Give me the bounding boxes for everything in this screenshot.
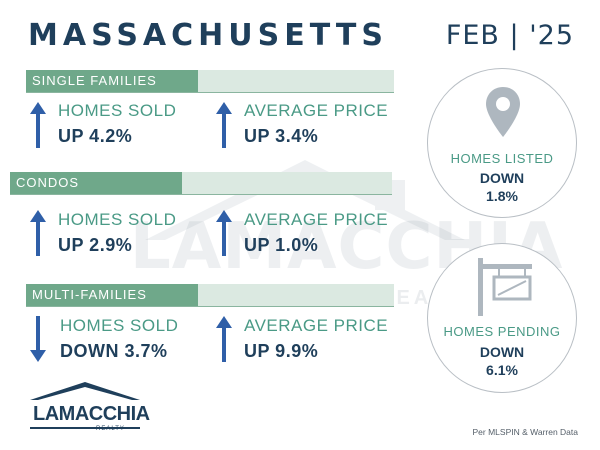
logo-sub: REALTY	[96, 426, 125, 432]
data-source-note: Per MLSPIN & Warren Data	[472, 427, 579, 437]
condo-homes-sold-label: HOMES SOLD	[58, 210, 177, 229]
single-avg-price-value: UP 3.4%	[244, 126, 319, 146]
homes-pending-pct: 6.1%	[486, 362, 518, 378]
condo-avg-price-label: AVERAGE PRICE	[244, 210, 389, 229]
arrow-up-icon	[216, 316, 232, 362]
homes-listed-pct: 1.8%	[486, 188, 518, 204]
multi-homes-sold-label: HOMES SOLD	[60, 316, 179, 335]
homes-listed-circle: HOMES LISTED DOWN 1.8%	[427, 68, 577, 218]
single-homes-sold-label: HOMES SOLD	[58, 101, 177, 120]
section-header-single-families: SINGLE FAMILIES	[26, 70, 198, 92]
section-header-multi-families: MULTI-FAMILIES	[26, 284, 198, 306]
report-date: FEB | '25	[445, 20, 574, 51]
section-header-accent	[182, 172, 392, 194]
map-pin-icon	[486, 87, 520, 137]
multi-avg-price-label: AVERAGE PRICE	[244, 316, 389, 335]
page-title: MASSACHUSETTS	[28, 18, 388, 53]
homes-listed-direction: DOWN	[479, 170, 525, 186]
multi-homes-sold-value: DOWN 3.7%	[60, 341, 168, 361]
logo-text: LAMACCHIA	[33, 403, 150, 425]
section-divider	[10, 194, 392, 195]
arrow-down-icon	[30, 316, 46, 362]
condo-homes-sold-value: UP 2.9%	[58, 235, 133, 255]
arrow-up-icon	[30, 210, 46, 256]
homes-pending-label: HOMES PENDING	[443, 324, 561, 339]
section-divider	[26, 92, 394, 93]
homes-listed-label: HOMES LISTED	[450, 151, 554, 166]
section-header-condos: CONDOS	[10, 172, 182, 194]
homes-pending-circle: HOMES PENDING DOWN 6.1%	[427, 243, 577, 393]
lamacchia-logo	[30, 382, 140, 429]
homes-pending-direction: DOWN	[479, 344, 525, 360]
section-divider	[26, 306, 394, 307]
for-sale-sign-icon	[478, 258, 532, 316]
multi-avg-price-value: UP 9.9%	[244, 341, 319, 361]
single-avg-price-label: AVERAGE PRICE	[244, 101, 389, 120]
condo-avg-price-value: UP 1.0%	[244, 235, 319, 255]
arrow-up-icon	[216, 102, 232, 148]
section-header-accent	[198, 284, 394, 306]
arrow-up-icon	[30, 102, 46, 148]
arrow-up-icon	[216, 210, 232, 256]
section-header-accent	[198, 70, 394, 92]
single-homes-sold-value: UP 4.2%	[58, 126, 133, 146]
